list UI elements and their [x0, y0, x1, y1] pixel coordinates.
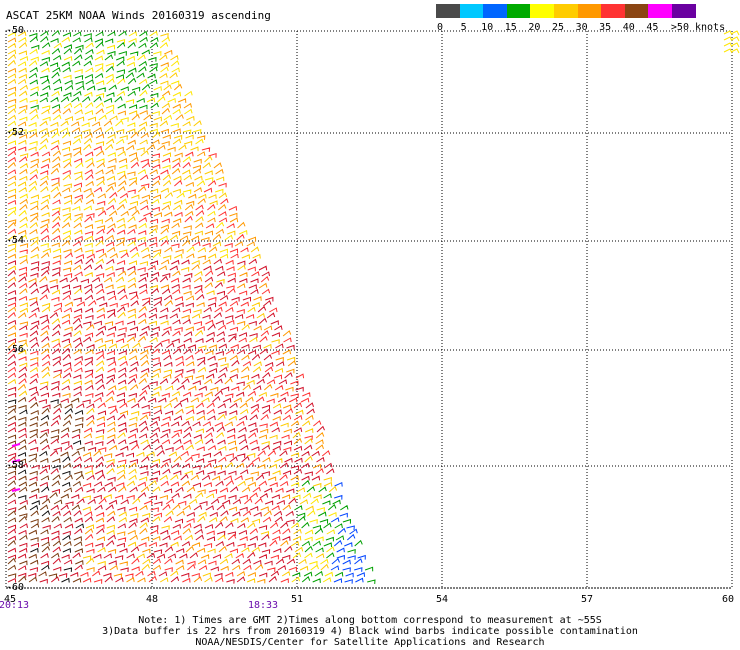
wind-barb-group [7, 257, 335, 584]
map-title: ASCAT 25KM NOAA Winds 20160319 ascending [6, 9, 271, 22]
longitude-label: 51 [290, 594, 304, 605]
map-grid [5, 30, 733, 589]
wind-barb-group [11, 443, 21, 447]
wind-barb-group [7, 145, 331, 584]
time-label-left: 20:13 [0, 600, 30, 611]
colorbar-label: 10 [481, 22, 494, 33]
colorbar-swatch [554, 4, 578, 18]
wind-barb-group [7, 396, 85, 583]
longitude-label: 57 [580, 594, 594, 605]
footnote-line-1: Note: 1) Times are GMT 2)Times along bot… [138, 615, 602, 626]
colorbar-label: 35 [599, 22, 612, 33]
wind-barb-group [7, 37, 325, 584]
colorbar-swatch [672, 4, 696, 18]
colorbar-swatch [506, 4, 531, 18]
time-label-center: 18:33 [247, 600, 279, 611]
colorbar-label: 5 [460, 22, 467, 33]
footnote-line-3: NOAA/NESDIS/Center for Satellite Applica… [195, 637, 545, 648]
wind-barb-group [7, 30, 740, 583]
colorbar-label: 40 [622, 22, 635, 33]
plot-border [5, 30, 733, 589]
colorbar-swatch [577, 4, 602, 18]
colorbar-swatch [624, 4, 649, 18]
wind-barbs [7, 29, 740, 584]
latitude-label: -60 [6, 582, 25, 593]
colorbar-label: >50 knots [670, 22, 726, 33]
wind-barb-group [11, 488, 21, 492]
footnote-line-2: 3)Data buffer is 22 hrs from 20160319 4)… [102, 626, 638, 637]
wind-barb-group [28, 29, 376, 584]
latitude-label: -58 [6, 460, 25, 471]
longitude-label: 45 [3, 594, 17, 605]
colorbar-swatch [530, 4, 555, 18]
wind-barb-group [330, 481, 366, 584]
longitude-label: 54 [435, 594, 449, 605]
colorbar-swatch [648, 4, 673, 18]
latitude-label: -56 [6, 344, 25, 355]
colorbar-swatch [601, 4, 626, 18]
latitude-label: -52 [6, 127, 25, 138]
longitude-label: 48 [145, 594, 159, 605]
wind-barb-group [7, 31, 338, 583]
latitude-label: -54 [6, 235, 25, 246]
colorbar-label: 0 [436, 22, 444, 33]
latitude-label: -50 [6, 25, 25, 36]
colorbar-swatch [459, 4, 484, 18]
wind-barb-group [11, 459, 21, 463]
colorbar-label: 25 [551, 22, 565, 33]
colorbar-label: 15 [504, 22, 517, 33]
colorbar-swatch [483, 4, 508, 18]
colorbar-label: 45 [646, 22, 659, 33]
colorbar-label: 30 [575, 22, 588, 33]
colorbar-label: 20 [528, 22, 541, 33]
colorbar-swatch [436, 4, 460, 18]
wind-barb-group [7, 399, 84, 583]
longitude-label: 60 [721, 594, 735, 605]
footnotes: Note: 1) Times are GMT 2)Times along bot… [0, 615, 740, 648]
